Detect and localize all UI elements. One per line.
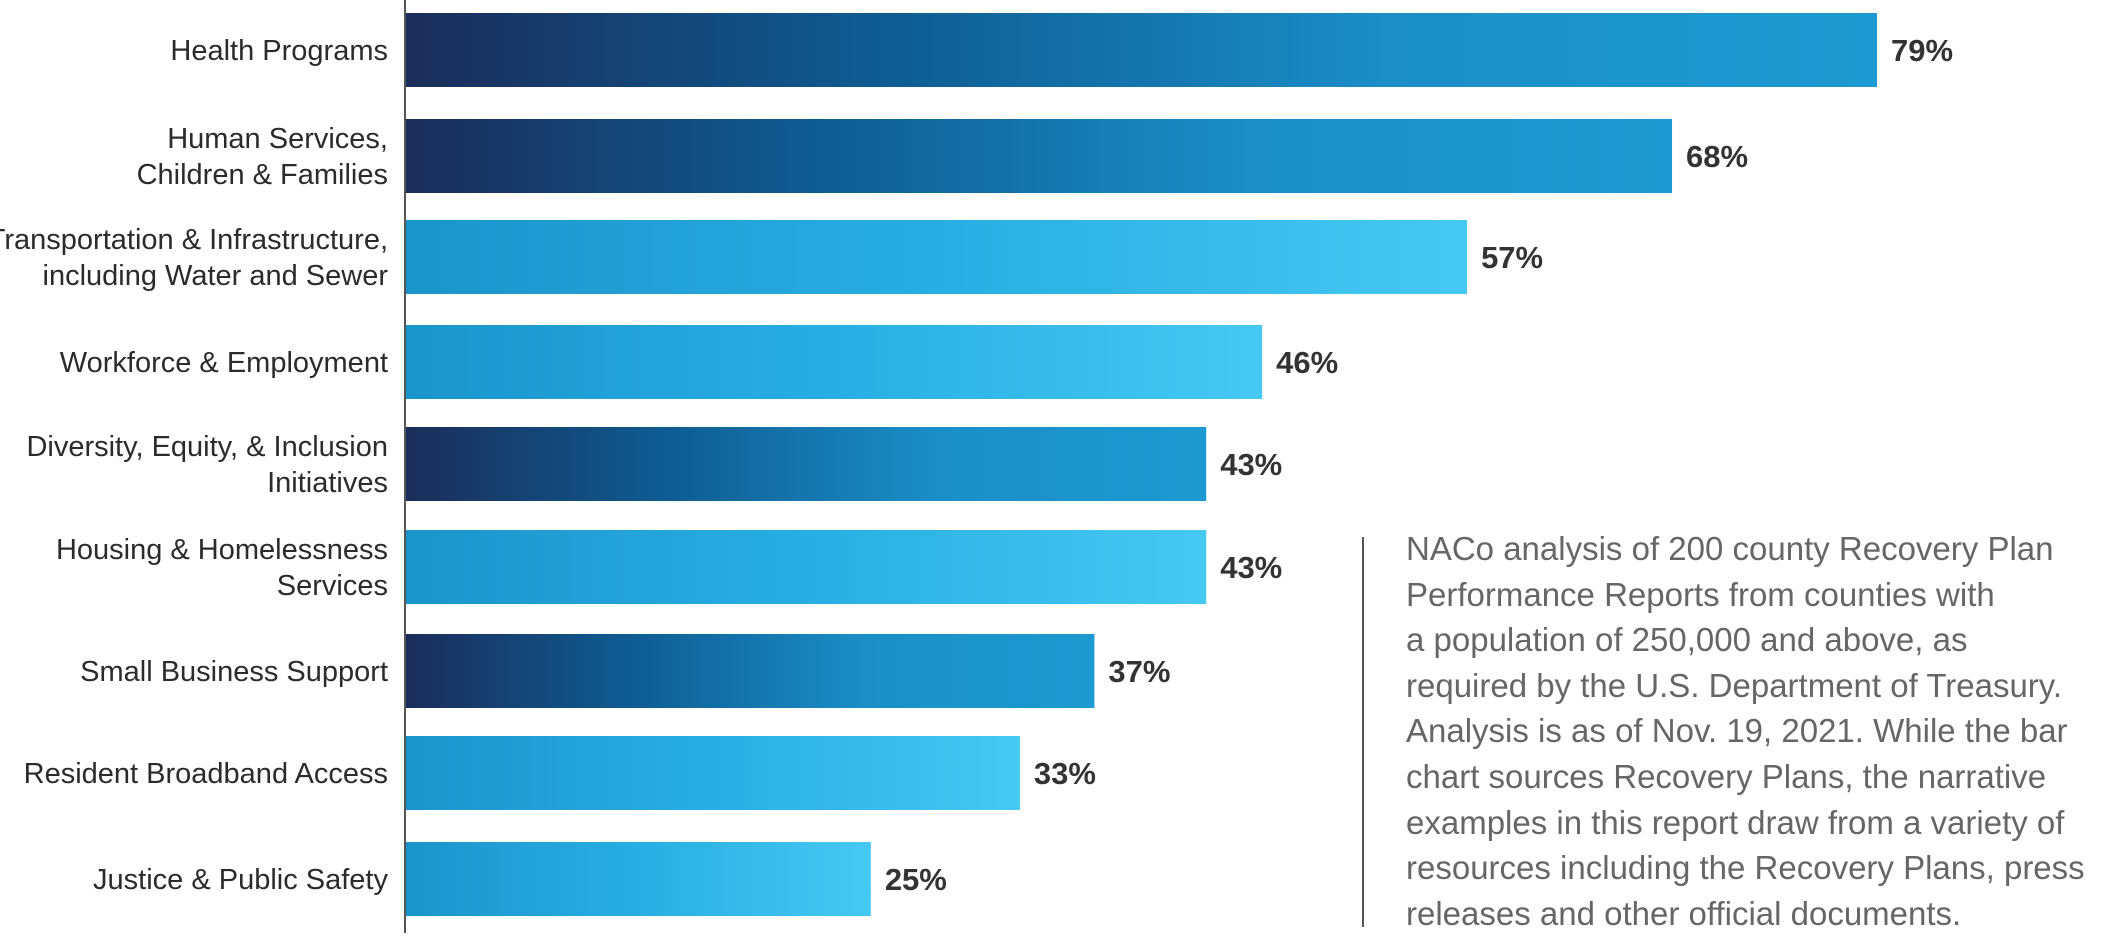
- category-label-2: Human Services, Children & Families: [137, 123, 388, 191]
- source-note: NACo analysis of 200 county Recovery Pla…: [1406, 530, 2085, 932]
- category-labels-group: Health Programs Human Services, Children &…: [0, 35, 388, 896]
- category-label-line: Resident Broadband Access: [24, 758, 388, 790]
- value-label-6: 43%: [1220, 550, 1282, 585]
- category-label-5: Diversity, Equity, & Inclusion Initiative…: [26, 431, 388, 499]
- value-label-4: 46%: [1276, 345, 1338, 380]
- category-label-line: including Water and Sewer: [43, 260, 389, 292]
- value-labels-group: 79% 68% 57% 46% 43% 43% 37% 33% 25%: [885, 33, 1953, 897]
- value-label-7: 37%: [1108, 654, 1170, 689]
- category-label-line: Children & Families: [137, 159, 388, 191]
- bar-8: [405, 736, 1020, 810]
- category-label-8: Resident Broadband Access: [24, 758, 388, 790]
- value-label-5: 43%: [1220, 447, 1282, 482]
- bar-7: [405, 634, 1095, 708]
- bar-3: [405, 220, 1468, 294]
- category-label-line: Human Services,: [167, 123, 388, 155]
- category-label-line: Health Programs: [170, 35, 388, 67]
- category-label-line: Justice & Public Safety: [93, 864, 388, 896]
- category-label-9: Justice & Public Safety: [93, 864, 388, 896]
- bar-4: [405, 325, 1263, 399]
- category-label-line: Housing & Homelessness: [56, 534, 388, 566]
- category-label-line: Diversity, Equity, & Inclusion: [26, 431, 388, 463]
- bar-5: [405, 427, 1207, 501]
- category-label-4: Workforce & Employment: [60, 347, 388, 379]
- bar-6: [405, 530, 1207, 604]
- category-label-7: Small Business Support: [80, 656, 388, 688]
- value-label-3: 57%: [1481, 240, 1543, 275]
- category-label-6: Housing & Homelessness Services: [56, 534, 388, 602]
- value-label-8: 33%: [1034, 756, 1096, 791]
- value-label-2: 68%: [1686, 139, 1748, 174]
- bar-1: [405, 13, 1877, 87]
- bars-group: [405, 13, 1877, 916]
- category-label-line: Services: [277, 570, 388, 602]
- category-label-line: Transportation & Infrastructure,: [0, 224, 388, 256]
- value-label-9: 25%: [885, 862, 947, 897]
- category-label-line: Small Business Support: [80, 656, 388, 688]
- category-label-line: Workforce & Employment: [60, 347, 388, 379]
- note-divider: [1362, 537, 1364, 927]
- bar-9: [405, 842, 871, 916]
- value-label-1: 79%: [1891, 33, 1953, 68]
- bar-2: [405, 119, 1673, 193]
- category-label-1: Health Programs: [170, 35, 388, 67]
- category-label-3: Transportation & Infrastructure, includin…: [0, 224, 388, 292]
- category-label-line: Initiatives: [267, 467, 388, 499]
